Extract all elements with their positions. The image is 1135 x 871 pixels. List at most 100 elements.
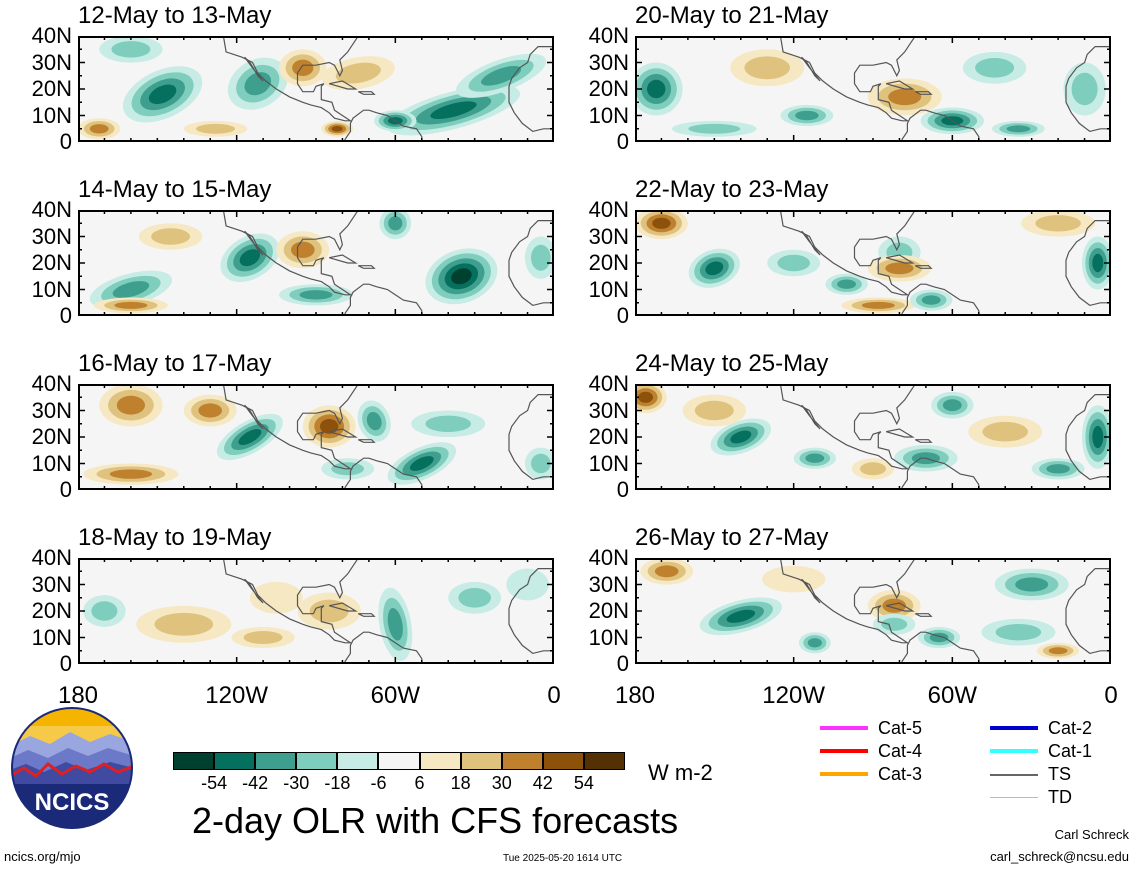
y-tick-label: 20N xyxy=(588,250,629,275)
y-tick-label: 0 xyxy=(59,303,72,328)
panel-title: 20-May to 21-May xyxy=(635,2,829,29)
y-tick-label: 10N xyxy=(588,102,629,128)
colorbar-swatch xyxy=(173,752,215,770)
y-tick-label: 0 xyxy=(59,129,72,154)
y-tick-label: 40N xyxy=(31,197,72,222)
y-tick-label: 40N xyxy=(588,545,629,570)
legend-label: TD xyxy=(1048,787,1072,807)
olr-map xyxy=(78,36,554,142)
colorbar-tick-label: -42 xyxy=(242,773,269,793)
x-tick-label: 0 xyxy=(547,682,561,709)
panel-title: 24-May to 25-May xyxy=(635,350,829,377)
y-tick-label: 30N xyxy=(588,571,629,597)
y-tick-label: 0 xyxy=(59,477,72,502)
legend-line xyxy=(820,726,868,730)
colorbar-swatch xyxy=(255,752,297,770)
colorbar-swatch xyxy=(296,752,338,770)
y-tick-label: 30N xyxy=(588,223,629,249)
olr-map xyxy=(635,36,1111,142)
panel-title: 14-May to 15-May xyxy=(78,176,272,203)
colorbar-swatch xyxy=(378,752,420,770)
legend-label: Cat-2 xyxy=(1048,718,1093,738)
author-email[interactable]: carl_schreck@ncsu.edu xyxy=(990,849,1129,864)
colorbar-tick-label: -30 xyxy=(283,773,310,793)
y-tick-label: 20N xyxy=(588,598,629,623)
colorbar-swatch xyxy=(583,752,625,770)
y-tick-label: 20N xyxy=(31,598,72,623)
colorbar-tick-label: 54 xyxy=(573,773,594,793)
colorbar-tick-label: -54 xyxy=(201,773,228,793)
ncics-logo: NCICS xyxy=(11,707,133,829)
colorbar-tick-label: -6 xyxy=(370,773,387,793)
website-link[interactable]: ncics.org/mjo xyxy=(4,849,81,864)
y-tick-label: 20N xyxy=(31,76,72,101)
y-tick-label: 40N xyxy=(31,545,72,570)
y-tick-label: 40N xyxy=(31,371,72,396)
x-tick-label: 180 xyxy=(614,682,656,709)
colorbar-swatch xyxy=(542,752,584,770)
legend-label: Cat-4 xyxy=(878,741,923,761)
y-tick-label: 30N xyxy=(31,49,72,75)
y-tick-label: 20N xyxy=(31,424,72,449)
y-tick-label: 10N xyxy=(31,102,72,128)
x-tick-label: 120W xyxy=(205,682,269,709)
colorbar-tick-label: 18 xyxy=(450,773,471,793)
x-tick-label: 60W xyxy=(370,682,421,709)
y-tick-label: 10N xyxy=(31,450,72,476)
colorbar-swatch xyxy=(419,752,461,770)
y-tick-label: 0 xyxy=(616,651,629,676)
y-tick-label: 0 xyxy=(616,303,629,328)
colorbar-units: W m-2 xyxy=(648,760,713,785)
colorbar-tick-label: -18 xyxy=(324,773,351,793)
legend-label: Cat-3 xyxy=(878,764,923,784)
legend-line xyxy=(990,774,1038,776)
colorbar-swatch xyxy=(501,752,543,770)
colorbar-swatch xyxy=(460,752,502,770)
y-tick-label: 10N xyxy=(588,624,629,650)
olr-map xyxy=(635,558,1111,664)
y-tick-label: 0 xyxy=(59,651,72,676)
y-tick-label: 30N xyxy=(31,223,72,249)
olr-map xyxy=(78,558,554,664)
colorbar-tick-label: 30 xyxy=(491,773,512,793)
panel-title: 22-May to 23-May xyxy=(635,176,829,203)
x-tick-label: 120W xyxy=(762,682,826,709)
legend-label: Cat-5 xyxy=(878,718,923,738)
legend-line xyxy=(820,749,868,753)
x-tick-label: 180 xyxy=(57,682,99,709)
y-tick-label: 30N xyxy=(31,397,72,423)
y-tick-label: 40N xyxy=(588,197,629,222)
author-name: Carl Schreck xyxy=(1054,827,1129,842)
y-tick-label: 40N xyxy=(588,23,629,48)
legend-line xyxy=(990,797,1038,798)
y-tick-label: 0 xyxy=(616,477,629,502)
y-tick-label: 30N xyxy=(588,397,629,423)
y-tick-label: 30N xyxy=(31,571,72,597)
y-tick-label: 10N xyxy=(588,276,629,302)
y-tick-label: 30N xyxy=(588,49,629,75)
y-tick-label: 10N xyxy=(588,450,629,476)
panel-title: 18-May to 19-May xyxy=(78,524,272,551)
x-tick-label: 60W xyxy=(927,682,978,709)
legend-line xyxy=(820,772,868,776)
olr-map xyxy=(635,210,1111,316)
legend-line xyxy=(990,749,1038,753)
colorbar-tick-label: 42 xyxy=(532,773,553,793)
colorbar-tick-label: 6 xyxy=(414,773,425,793)
x-tick-label: 0 xyxy=(1104,682,1118,709)
y-tick-label: 0 xyxy=(616,129,629,154)
timestamp: Tue 2025-05-20 1614 UTC xyxy=(503,853,623,864)
y-tick-label: 20N xyxy=(31,250,72,275)
olr-map xyxy=(78,384,554,490)
colorbar-swatch xyxy=(214,752,256,770)
legend-label: Cat-1 xyxy=(1048,741,1093,761)
panel-title: 12-May to 13-May xyxy=(78,2,272,29)
y-tick-label: 10N xyxy=(31,276,72,302)
legend-label: TS xyxy=(1048,764,1072,784)
legend-line xyxy=(990,726,1038,730)
panel-title: 16-May to 17-May xyxy=(78,350,272,377)
olr-map xyxy=(78,210,554,316)
panel-title: 26-May to 27-May xyxy=(635,524,829,551)
y-tick-label: 20N xyxy=(588,424,629,449)
